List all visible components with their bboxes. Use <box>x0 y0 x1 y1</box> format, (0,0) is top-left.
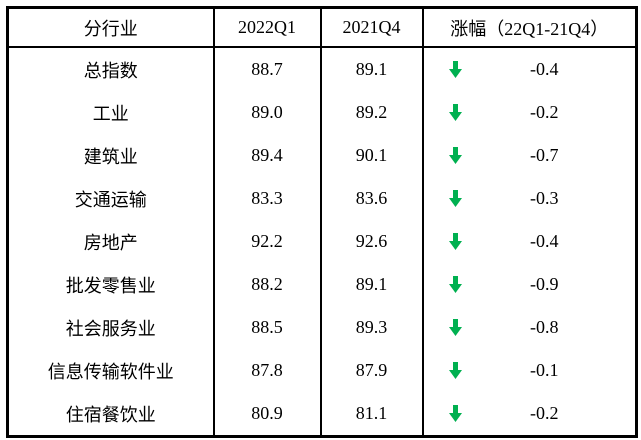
table-row: 交通运输 83.3 83.6 -0.3 <box>8 177 637 220</box>
change-cell: -0.4 <box>421 220 637 263</box>
change-value: -0.8 <box>530 317 559 337</box>
change-cell: -0.2 <box>421 91 637 134</box>
col-header-change: 涨幅（22Q1-21Q4） <box>421 7 637 48</box>
change-cell: -0.4 <box>421 47 637 91</box>
table-row: 信息传输软件业 87.8 87.9 -0.1 <box>8 349 637 392</box>
industry-name-cell: 建筑业 <box>83 146 138 167</box>
change-value: -0.7 <box>530 145 559 165</box>
value-2021q4-cell: 83.6 <box>319 177 423 220</box>
value-2022q1-cell: 88.2 <box>212 263 321 306</box>
industry-name-cell: 房地产 <box>83 232 138 253</box>
table-row: 房地产 92.2 92.6 -0.4 <box>8 220 637 263</box>
industry-name-cell: 住宿餐饮业 <box>65 404 156 425</box>
value-2022q1-cell: 89.4 <box>212 134 321 177</box>
value-2022q1-cell: 88.7 <box>212 47 321 91</box>
value-2021q4-cell: 81.1 <box>319 392 423 437</box>
value-2021q4-cell: 89.1 <box>319 263 423 306</box>
value-2022q1-cell: 80.9 <box>212 392 321 437</box>
industry-index-table: 分行业 2022Q1 2021Q4 涨幅（22Q1-21Q4） 总指数 88.7… <box>6 6 638 438</box>
industry-name-cell: 社会服务业 <box>65 318 156 339</box>
value-2022q1-cell: 83.3 <box>212 177 321 220</box>
value-2021q4-cell: 89.3 <box>319 306 423 349</box>
down-arrow-icon <box>424 104 488 121</box>
industry-name-cell: 批发零售业 <box>65 275 156 296</box>
down-arrow-icon <box>424 276 488 293</box>
table-row: 建筑业 89.4 90.1 -0.7 <box>8 134 637 177</box>
change-cell-content: -0.4 <box>424 231 636 252</box>
change-cell-content: -0.4 <box>424 59 636 80</box>
value-2022q1-cell: 89.0 <box>212 91 321 134</box>
value-2021q4-cell: 89.1 <box>319 47 423 91</box>
value-2022q1-cell: 88.5 <box>212 306 321 349</box>
change-cell: -0.7 <box>421 134 637 177</box>
change-cell-content: -0.2 <box>424 102 636 123</box>
value-2021q4-cell: 87.9 <box>319 349 423 392</box>
change-value: -0.4 <box>530 59 559 79</box>
down-arrow-icon <box>424 61 488 78</box>
down-arrow-icon <box>424 190 488 207</box>
down-arrow-icon <box>424 405 488 422</box>
change-value: -0.9 <box>530 274 559 294</box>
table-row: 社会服务业 88.5 89.3 -0.8 <box>8 306 637 349</box>
industry-name-cell: 信息传输软件业 <box>47 361 174 382</box>
change-value: -0.2 <box>530 403 559 423</box>
change-cell: -0.9 <box>421 263 637 306</box>
table-body: 总指数 88.7 89.1 -0.4 工业 89.0 89.2 <box>8 47 637 437</box>
table-row: 工业 89.0 89.2 -0.2 <box>8 91 637 134</box>
down-arrow-icon <box>424 233 488 250</box>
change-cell: -0.3 <box>421 177 637 220</box>
change-value: -0.3 <box>530 188 559 208</box>
change-cell-content: -0.1 <box>424 360 636 381</box>
table-row: 总指数 88.7 89.1 -0.4 <box>8 47 637 91</box>
down-arrow-icon <box>424 147 488 164</box>
change-cell-content: -0.8 <box>424 317 636 338</box>
table-row: 批发零售业 88.2 89.1 -0.9 <box>8 263 637 306</box>
value-2021q4-cell: 89.2 <box>319 91 423 134</box>
industry-name-cell: 交通运输 <box>74 189 147 210</box>
value-2022q1-cell: 92.2 <box>212 220 321 263</box>
value-2021q4-cell: 92.6 <box>319 220 423 263</box>
table-header: 分行业 2022Q1 2021Q4 涨幅（22Q1-21Q4） <box>7 7 637 48</box>
table-row: 住宿餐饮业 80.9 81.1 -0.2 <box>8 392 637 437</box>
change-cell-content: -0.3 <box>424 188 636 209</box>
change-value: -0.1 <box>530 360 559 380</box>
change-cell-content: -0.7 <box>424 145 636 166</box>
change-value: -0.4 <box>530 231 559 251</box>
col-header-2022q1: 2022Q1 <box>212 7 321 48</box>
value-2022q1-cell: 87.8 <box>212 349 321 392</box>
down-arrow-icon <box>424 362 488 379</box>
industry-name-cell: 总指数 <box>83 60 138 81</box>
change-cell: -0.8 <box>421 306 637 349</box>
change-cell-content: -0.9 <box>424 274 636 295</box>
change-cell: -0.2 <box>421 392 637 437</box>
value-2021q4-cell: 90.1 <box>319 134 423 177</box>
header-row: 分行业 2022Q1 2021Q4 涨幅（22Q1-21Q4） <box>7 7 637 48</box>
change-cell-content: -0.2 <box>424 403 636 424</box>
down-arrow-icon <box>424 319 488 336</box>
change-cell: -0.1 <box>421 349 637 392</box>
col-header-2021q4: 2021Q4 <box>319 7 423 48</box>
industry-name-cell: 工业 <box>92 103 129 124</box>
change-value: -0.2 <box>530 102 559 122</box>
col-header-industry: 分行业 <box>7 7 214 48</box>
